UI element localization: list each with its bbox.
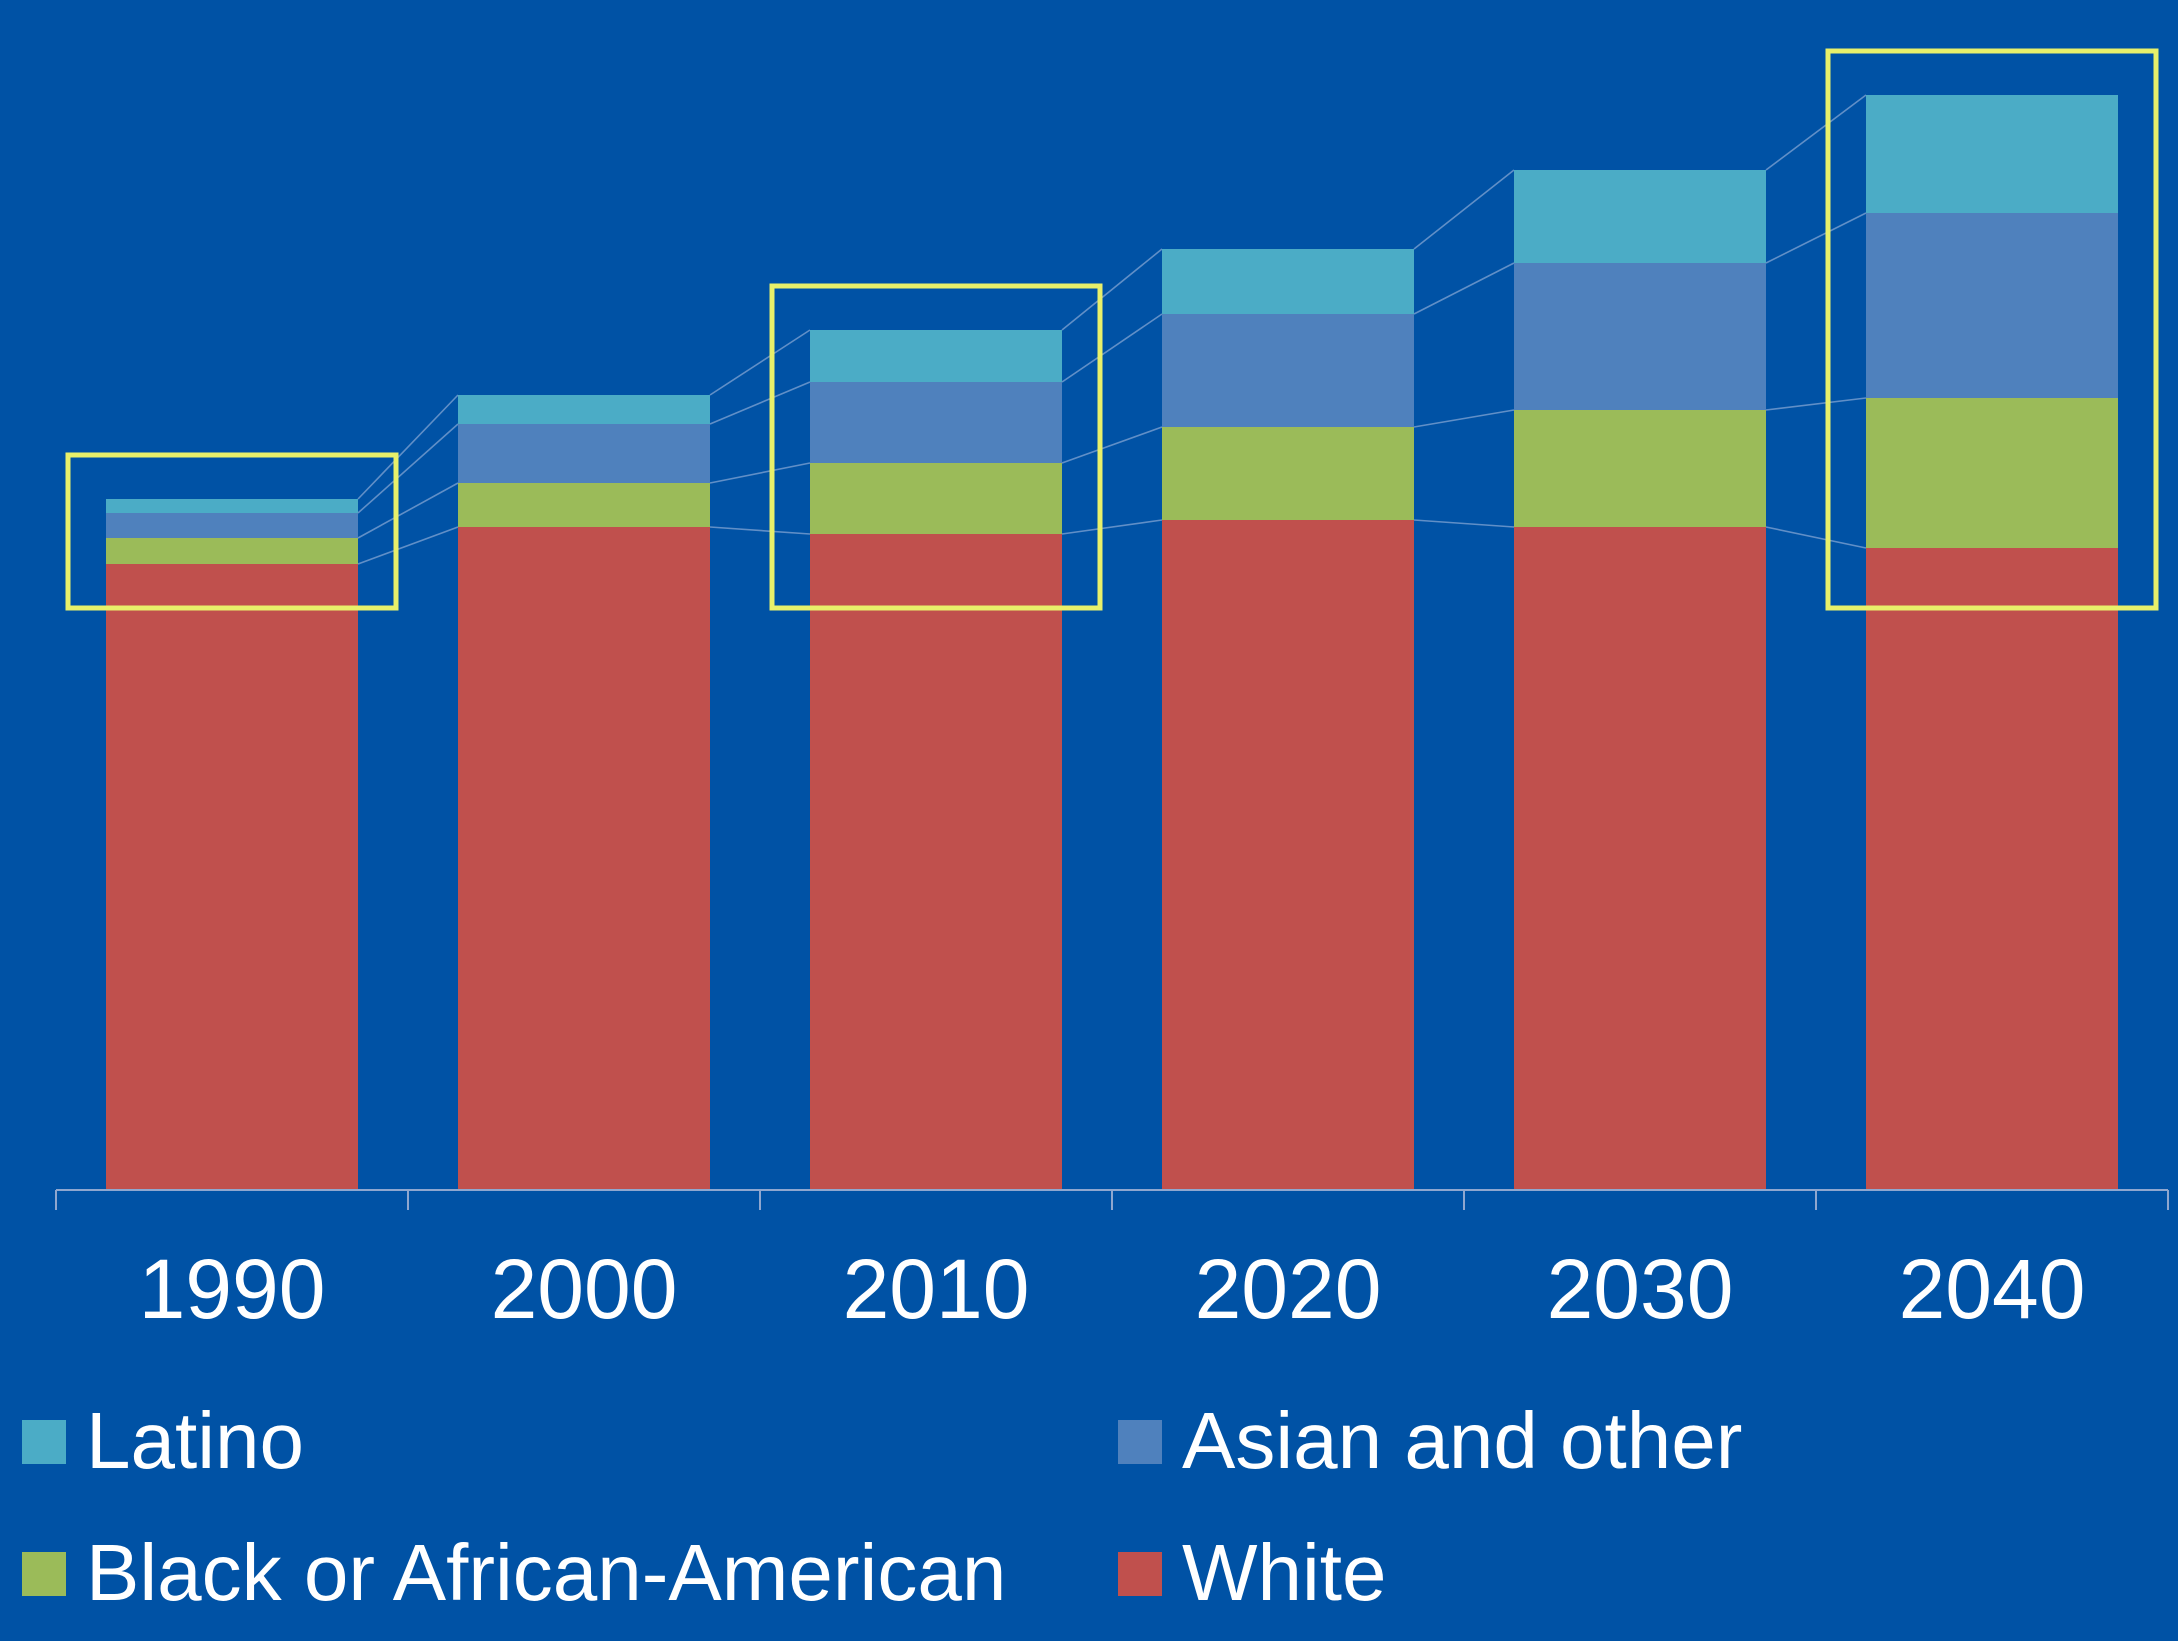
legend-label-white: White [1182,1528,1387,1617]
legend-item-latino: Latino [22,1396,304,1485]
connector-black-or-african-american-2020-2030 [1413,409,1515,428]
connector-asian-and-other-2000-2010 [709,381,811,425]
connector-asian-and-other-2030-2040 [1765,212,1867,264]
highlight-boxes [65,48,2159,611]
bar-segment-black-or-african-american-2000 [458,483,710,527]
legend-swatch-asian-and-other [1118,1420,1162,1464]
bar-segment-asian-and-other-2000 [458,424,710,483]
connector-black-or-african-american-1990-2000 [357,482,459,539]
x-tick-label-2010: 2010 [843,1242,1030,1336]
bar-segment-black-or-african-american-2040 [1866,398,2118,548]
x-tick-label-2020: 2020 [1195,1242,1382,1336]
bar-segment-white-2000 [458,527,710,1190]
bar-segment-asian-and-other-2020 [1162,314,1414,427]
x-tick-label-2000: 2000 [491,1242,678,1336]
legend-item-black-or-african-american: Black or African-American [22,1528,1006,1617]
highlight-box-2040 [1825,48,2159,611]
bar-segment-black-or-african-american-2010 [810,463,1062,534]
bar-segment-black-or-african-american-2020 [1162,427,1414,520]
connector-latino-2020-2030 [1413,169,1515,250]
bar-segment-white-2030 [1514,527,1766,1190]
legend-swatch-black-or-african-american [22,1552,66,1596]
bar-segment-latino-2000 [458,395,710,424]
legend-label-asian-and-other: Asian and other [1182,1396,1742,1485]
legend-item-asian-and-other: Asian and other [1118,1396,1742,1485]
connector-asian-and-other-1990-2000 [357,423,459,514]
legend-label-latino: Latino [86,1396,304,1485]
bar-segment-latino-2010 [810,330,1062,382]
bar-segment-white-1990 [106,564,358,1190]
bar-segment-black-or-african-american-2030 [1514,410,1766,527]
bar-segment-white-2040 [1866,548,2118,1190]
series-connector-lines [357,94,1867,565]
bar-segment-black-or-african-american-1990 [106,538,358,564]
bar-segment-asian-and-other-2030 [1514,263,1766,410]
bars-group [106,95,2118,1190]
highlight-box-1990 [65,452,399,611]
connector-white-1990-2000 [357,526,459,565]
x-tick-label-2030: 2030 [1547,1242,1734,1336]
legend-swatch-latino [22,1420,66,1464]
connector-white-2010-2020 [1061,519,1163,535]
legend: Latino Asian and other Black or African-Am… [22,1396,1742,1617]
connector-latino-2000-2010 [709,329,811,396]
connector-white-2020-2030 [1413,519,1515,528]
connector-asian-and-other-2010-2020 [1061,313,1163,383]
connector-black-or-african-american-2030-2040 [1765,397,1867,411]
connector-black-or-african-american-2010-2020 [1061,426,1163,464]
connector-black-or-african-american-2000-2010 [709,462,811,484]
legend-swatch-white [1118,1552,1162,1596]
bar-segment-white-2020 [1162,520,1414,1190]
bar-segment-white-2010 [810,534,1062,1190]
x-tick-label-1990: 1990 [139,1242,326,1336]
x-tick-label-2040: 2040 [1899,1242,2086,1336]
legend-label-black-or-african-american: Black or African-American [86,1528,1006,1617]
connector-white-2030-2040 [1765,526,1867,549]
bar-segment-latino-2020 [1162,249,1414,314]
connector-white-2000-2010 [709,526,811,535]
x-axis: 1990 2000 2010 2020 2030 2040 [55,1189,2169,1336]
bar-segment-asian-and-other-1990 [106,513,358,538]
connector-latino-2010-2020 [1061,248,1163,331]
highlight-box-2010 [769,283,1103,611]
connector-asian-and-other-2020-2030 [1413,262,1515,315]
legend-item-white: White [1118,1528,1387,1617]
bar-segment-asian-and-other-2040 [1866,213,2118,398]
bar-segment-latino-2040 [1866,95,2118,213]
bar-segment-latino-2030 [1514,170,1766,263]
bar-segment-asian-and-other-2010 [810,382,1062,463]
connector-latino-2030-2040 [1765,94,1867,171]
bar-segment-latino-1990 [106,499,358,513]
connector-latino-1990-2000 [357,394,459,500]
